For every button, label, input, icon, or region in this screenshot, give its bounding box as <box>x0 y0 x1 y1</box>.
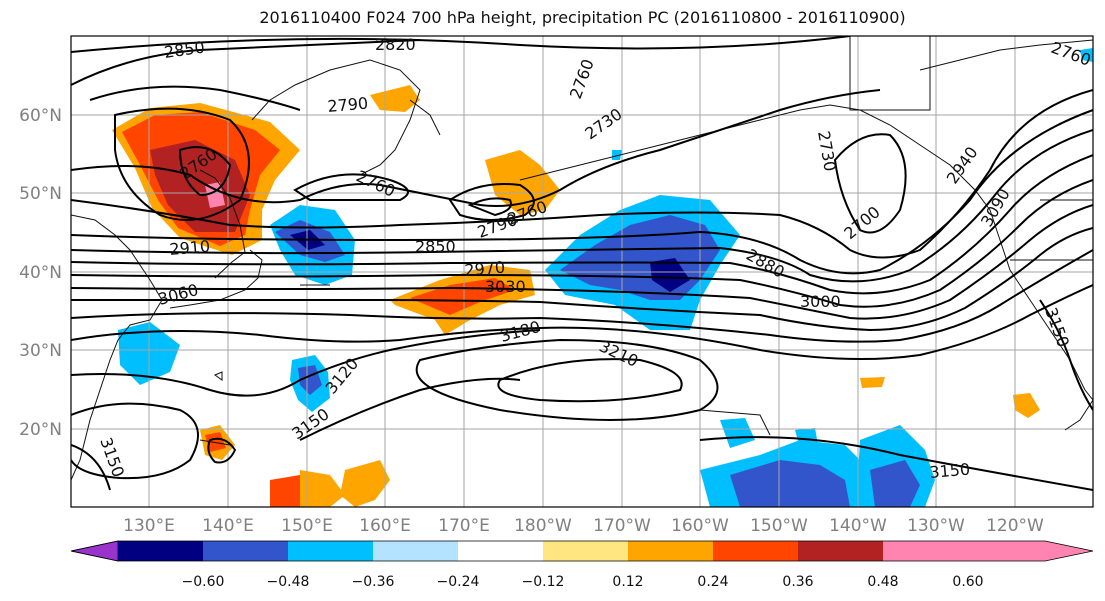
lon-label: 170°E <box>438 516 490 536</box>
colorbar-tick: −0.48 <box>267 574 310 590</box>
contour-label: 3030 <box>485 277 526 296</box>
contour-label: 2940 <box>943 143 982 187</box>
lat-label-20n: 20°N <box>19 420 62 440</box>
contour-label: 2910 <box>169 237 211 259</box>
contour-label: 3150 <box>929 460 971 482</box>
lon-label: 160°E <box>359 516 411 536</box>
colorbar-swatch <box>713 541 798 561</box>
lon-label: 140°W <box>829 516 887 536</box>
contour-label: 2850 <box>163 37 206 61</box>
lon-label: 180°W <box>514 516 572 536</box>
contour-label: 2730 <box>814 129 840 172</box>
colorbar-tick: 0.24 <box>697 574 728 590</box>
contour-label: 2970 <box>464 258 506 280</box>
lat-label-50n: 50°N <box>19 184 62 204</box>
contour-label: 2760 <box>566 57 598 102</box>
contour-label: 3090 <box>977 185 1014 230</box>
colorbar-tick: 0.12 <box>612 574 643 590</box>
lon-label: 140°E <box>202 516 254 536</box>
contour-label: 3000 <box>800 292 841 311</box>
colorbar-tick: 0.36 <box>782 574 813 590</box>
contour-label: 2760 <box>353 166 398 200</box>
colorbar-tick: 0.48 <box>867 574 898 590</box>
lat-label-40n: 40°N <box>19 263 62 283</box>
height-contours <box>71 36 1093 491</box>
lon-label: 150°W <box>750 516 808 536</box>
colorbar-swatch <box>288 541 373 561</box>
page-title: 2016110400 F024 700 hPa height, precipit… <box>259 8 906 27</box>
contour-label: 2760 <box>1049 38 1094 70</box>
contour-label: 2700 <box>840 202 883 243</box>
lon-label: 120°W <box>986 516 1044 536</box>
lon-label: 130°W <box>907 516 965 536</box>
colorbar-swatch <box>628 541 713 561</box>
colorbar-swatch <box>203 541 288 561</box>
latitude-labels: 60°N 50°N 40°N 30°N 20°N <box>19 106 62 440</box>
lat-label-30n: 30°N <box>19 341 62 361</box>
lon-label: 170°W <box>593 516 651 536</box>
colorbar-swatch <box>798 541 883 561</box>
colorbar-tick: −0.36 <box>352 574 395 590</box>
lon-label: 150°E <box>281 516 333 536</box>
contour-label: 3150 <box>1041 305 1073 350</box>
colorbar-over-arrow <box>883 541 1093 561</box>
colorbar-under-arrow <box>70 540 119 562</box>
colorbar-swatch <box>118 541 203 561</box>
contour-label: 2790 <box>327 94 369 116</box>
map-frame <box>70 35 1094 508</box>
lon-label: 160°W <box>671 516 729 536</box>
lat-label-60n: 60°N <box>19 106 62 126</box>
colorbar-tick: −0.24 <box>437 574 480 590</box>
colorbar: −0.60 −0.48 −0.36 −0.24 −0.12 0.12 0.24 … <box>70 540 1094 590</box>
colorbar-swatch <box>458 541 543 561</box>
colorbar-tick: −0.12 <box>522 574 565 590</box>
colorbar-swatch <box>543 541 628 561</box>
colorbar-outline <box>70 540 1094 562</box>
graticule <box>71 36 1093 507</box>
colorbar-swatch <box>373 541 458 561</box>
contour-label: 2850 <box>415 237 456 256</box>
contour-label: 2730 <box>581 104 625 143</box>
colorbar-tick: 0.60 <box>952 574 983 590</box>
contour-label: 2820 <box>375 35 416 54</box>
colorbar-tick: −0.60 <box>182 574 225 590</box>
longitude-labels: 130°E 140°E 150°E 160°E 170°E 180°W 170°… <box>123 516 1044 536</box>
contour-label: 3150 <box>96 435 128 480</box>
lon-label: 130°E <box>123 516 175 536</box>
